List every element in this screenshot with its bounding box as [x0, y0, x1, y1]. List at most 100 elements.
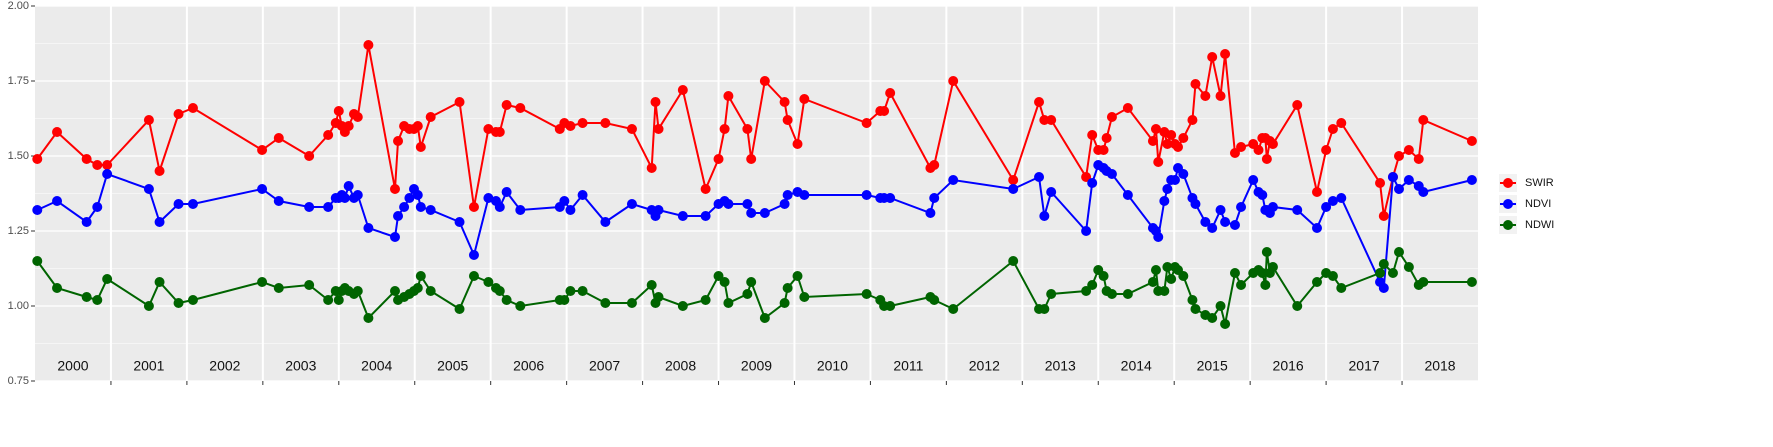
point	[792, 271, 803, 281]
point	[363, 223, 374, 233]
point	[187, 199, 198, 209]
point	[1336, 283, 1347, 293]
point	[861, 190, 872, 200]
point	[1418, 187, 1429, 197]
point	[273, 133, 284, 143]
point	[885, 88, 896, 98]
point	[454, 97, 465, 107]
point	[700, 211, 711, 221]
legend-label: NDWI	[1525, 219, 1554, 231]
point	[929, 193, 940, 203]
point	[1261, 247, 1272, 257]
point	[1257, 190, 1268, 200]
point	[1039, 304, 1050, 314]
point	[1162, 184, 1173, 194]
point	[677, 301, 688, 311]
legend-dot	[1503, 199, 1513, 209]
year-label: 2015	[1197, 358, 1228, 374]
point	[1162, 262, 1173, 272]
y-tick-label: 2.00	[8, 0, 29, 12]
point	[1046, 289, 1057, 299]
point	[81, 292, 92, 302]
point	[412, 121, 423, 131]
year-label: 2004	[361, 358, 392, 374]
point	[719, 277, 730, 287]
point	[1229, 148, 1240, 158]
point	[1215, 301, 1226, 311]
point	[1375, 178, 1386, 188]
point	[746, 277, 757, 287]
point	[352, 286, 363, 296]
point	[746, 208, 757, 218]
point	[1200, 217, 1211, 227]
point	[173, 298, 184, 308]
year-label: 2010	[817, 358, 848, 374]
y-tick-label: 1.50	[8, 150, 29, 162]
point	[1159, 286, 1170, 296]
point	[412, 283, 423, 293]
point	[885, 301, 896, 311]
point	[1200, 91, 1211, 101]
point	[1081, 226, 1092, 236]
point	[1081, 172, 1092, 182]
point	[1394, 184, 1405, 194]
point	[1236, 202, 1247, 212]
point	[1236, 280, 1247, 290]
point	[1215, 205, 1226, 215]
point	[404, 193, 415, 203]
year-label: 2003	[285, 358, 316, 374]
point	[746, 154, 757, 164]
point	[1162, 139, 1173, 149]
point	[363, 40, 374, 50]
point	[468, 250, 479, 260]
point	[1327, 271, 1338, 281]
point	[1150, 265, 1161, 275]
point	[1106, 169, 1117, 179]
year-label: 2017	[1349, 358, 1380, 374]
point	[1321, 145, 1332, 155]
point	[1101, 133, 1112, 143]
year-label: 2008	[665, 358, 696, 374]
point	[1253, 145, 1264, 155]
point	[577, 190, 588, 200]
point	[653, 292, 664, 302]
point	[1418, 277, 1429, 287]
point	[1147, 136, 1158, 146]
point	[515, 205, 526, 215]
point	[600, 217, 611, 227]
point	[143, 184, 154, 194]
point	[565, 121, 576, 131]
point	[483, 277, 494, 287]
point	[32, 205, 43, 215]
point	[1466, 175, 1477, 185]
legend-dot	[1503, 178, 1513, 188]
point	[454, 304, 465, 314]
point	[779, 97, 790, 107]
point	[1267, 202, 1278, 212]
point	[1166, 130, 1177, 140]
point	[143, 301, 154, 311]
point	[92, 295, 103, 305]
legend-label: NDVI	[1525, 198, 1551, 210]
point	[1147, 277, 1158, 287]
point	[415, 271, 426, 281]
point	[1220, 217, 1231, 227]
point	[1261, 154, 1272, 164]
point	[713, 271, 724, 281]
point	[1034, 172, 1045, 182]
point	[1207, 223, 1218, 233]
point	[102, 274, 113, 284]
point	[425, 286, 436, 296]
point	[626, 124, 637, 134]
point	[1292, 100, 1303, 110]
point	[779, 199, 790, 209]
point	[1039, 115, 1050, 125]
point	[577, 118, 588, 128]
point	[1375, 268, 1386, 278]
point	[742, 289, 753, 299]
point	[1081, 286, 1092, 296]
point	[1008, 256, 1019, 266]
point	[1229, 220, 1240, 230]
point	[1190, 79, 1201, 89]
point	[1207, 52, 1218, 62]
